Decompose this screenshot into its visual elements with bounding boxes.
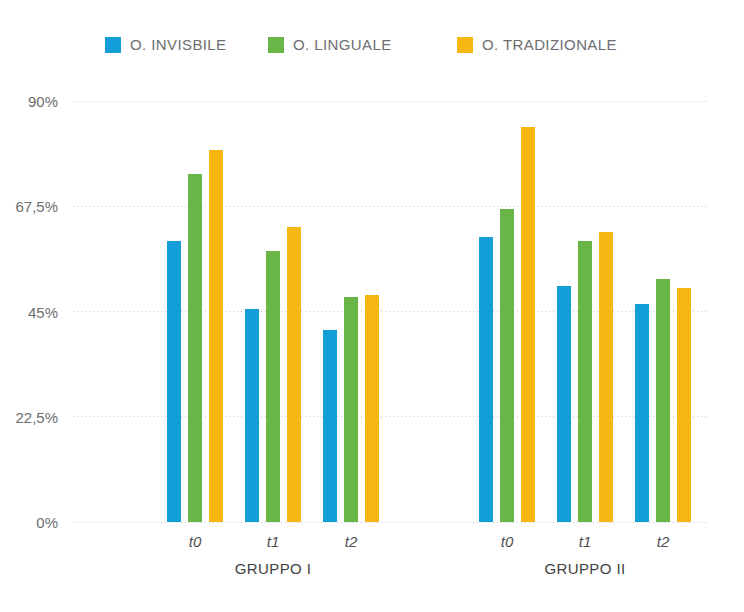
legend-item-3: O. TRADIZIONALE (457, 36, 617, 53)
legend-swatch-icon (105, 37, 121, 53)
category-labels: t0 t1 t2 (479, 533, 691, 550)
cluster-t2 (635, 279, 691, 522)
group-1: t0 t1 t2 GRUPPO I (167, 101, 379, 577)
y-tick-label: 0% (36, 514, 58, 531)
category-label-t2: t2 (635, 533, 691, 550)
bar-O. TRADIZIONALE-t0 (521, 127, 535, 522)
bar-O. TRADIZIONALE-t2 (365, 295, 379, 522)
clusters (479, 101, 691, 522)
bar-O. LINGUALE-t1 (266, 251, 280, 522)
legend-label: O. LINGUALE (293, 36, 392, 53)
category-labels: t0 t1 t2 (167, 533, 379, 550)
y-tick-label: 22,5% (15, 408, 58, 425)
bar-O. TRADIZIONALE-t2 (677, 288, 691, 522)
cluster-t1 (245, 227, 301, 522)
cluster-t2 (323, 295, 379, 522)
legend-label: O. TRADIZIONALE (482, 36, 617, 53)
clusters (167, 101, 379, 522)
legend-swatch-icon (457, 37, 473, 53)
bar-O. INVISBILE-t1 (557, 286, 571, 522)
cluster-t0 (479, 127, 535, 522)
y-axis: 0%22,5%45%67,5%90% (0, 101, 58, 522)
bar-O. TRADIZIONALE-t1 (599, 232, 613, 522)
legend-label: O. INVISBILE (130, 36, 227, 53)
category-label-t1: t1 (557, 533, 613, 550)
bar-O. LINGUALE-t2 (344, 297, 358, 522)
bar-O. INVISBILE-t2 (323, 330, 337, 522)
bar-O. INVISBILE-t2 (635, 304, 649, 522)
bar-groups: t0 t1 t2 GRUPPO I t0 t1 t2 GRUPPO II (73, 101, 707, 577)
legend-swatch-icon (268, 37, 284, 53)
bar-O. LINGUALE-t0 (188, 174, 202, 522)
legend-item-2: O. LINGUALE (268, 36, 392, 53)
y-tick-label: 67,5% (15, 198, 58, 215)
bar-chart: O. INVISBILE O. LINGUALE O. TRADIZIONALE 0… (0, 0, 744, 612)
category-label-t2: t2 (323, 533, 379, 550)
group-label: GRUPPO II (479, 560, 691, 577)
bar-O. LINGUALE-t2 (656, 279, 670, 522)
bar-O. TRADIZIONALE-t0 (209, 150, 223, 522)
group-label: GRUPPO I (167, 560, 379, 577)
bar-O. INVISBILE-t0 (479, 237, 493, 522)
chart-content: t0 t1 t2 GRUPPO I t0 t1 t2 GRUPPO II (73, 101, 707, 577)
category-label-t0: t0 (167, 533, 223, 550)
category-label-t0: t0 (479, 533, 535, 550)
bar-O. LINGUALE-t0 (500, 209, 514, 522)
bar-O. LINGUALE-t1 (578, 241, 592, 522)
bar-O. INVISBILE-t1 (245, 309, 259, 522)
group-2: t0 t1 t2 GRUPPO II (479, 101, 691, 577)
legend-item-1: O. INVISBILE (105, 36, 227, 53)
cluster-t1 (557, 232, 613, 522)
y-tick-label: 90% (28, 93, 58, 110)
bar-O. TRADIZIONALE-t1 (287, 227, 301, 522)
category-label-t1: t1 (245, 533, 301, 550)
cluster-t0 (167, 150, 223, 522)
chart-legend: O. INVISBILE O. LINGUALE O. TRADIZIONALE (0, 36, 744, 58)
y-tick-label: 45% (28, 303, 58, 320)
bar-O. INVISBILE-t0 (167, 241, 181, 522)
